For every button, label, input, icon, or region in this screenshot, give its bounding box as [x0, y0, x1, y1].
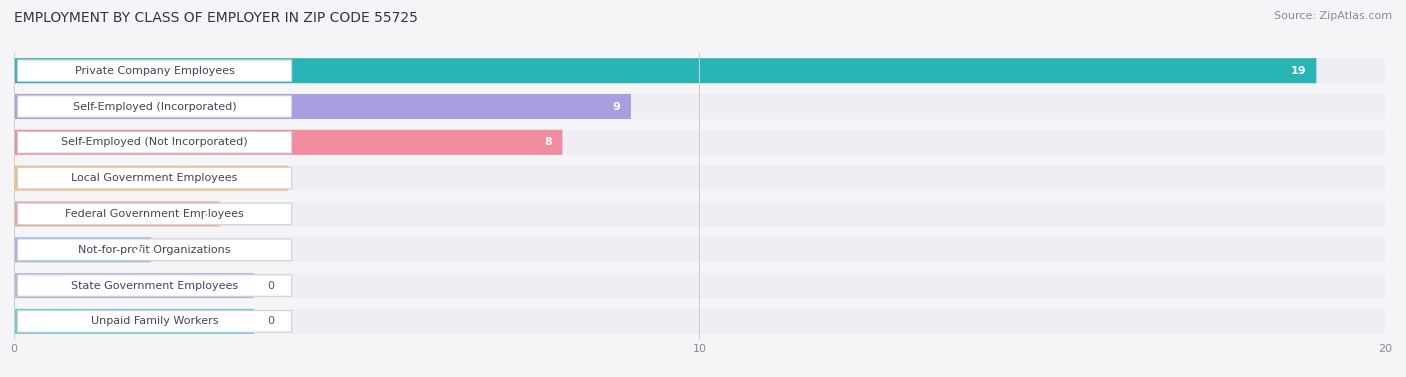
FancyBboxPatch shape: [14, 130, 562, 155]
FancyBboxPatch shape: [17, 167, 291, 189]
FancyBboxPatch shape: [17, 311, 291, 332]
FancyBboxPatch shape: [14, 58, 1385, 83]
Text: Local Government Employees: Local Government Employees: [72, 173, 238, 183]
Text: 19: 19: [1291, 66, 1306, 76]
FancyBboxPatch shape: [14, 237, 152, 262]
Text: 0: 0: [267, 280, 274, 291]
FancyBboxPatch shape: [14, 201, 1385, 227]
Text: Federal Government Employees: Federal Government Employees: [65, 209, 245, 219]
Text: 8: 8: [544, 137, 553, 147]
FancyBboxPatch shape: [17, 239, 291, 261]
Text: Source: ZipAtlas.com: Source: ZipAtlas.com: [1274, 11, 1392, 21]
FancyBboxPatch shape: [14, 94, 631, 119]
Text: State Government Employees: State Government Employees: [72, 280, 238, 291]
FancyBboxPatch shape: [14, 273, 1385, 298]
FancyBboxPatch shape: [17, 60, 291, 81]
FancyBboxPatch shape: [14, 58, 1316, 83]
Text: Unpaid Family Workers: Unpaid Family Workers: [91, 316, 218, 326]
Text: EMPLOYMENT BY CLASS OF EMPLOYER IN ZIP CODE 55725: EMPLOYMENT BY CLASS OF EMPLOYER IN ZIP C…: [14, 11, 418, 25]
FancyBboxPatch shape: [17, 275, 291, 296]
FancyBboxPatch shape: [14, 94, 1385, 119]
Text: Self-Employed (Incorporated): Self-Employed (Incorporated): [73, 101, 236, 112]
FancyBboxPatch shape: [17, 203, 291, 225]
Text: Self-Employed (Not Incorporated): Self-Employed (Not Incorporated): [62, 137, 247, 147]
FancyBboxPatch shape: [14, 201, 219, 227]
Text: 0: 0: [267, 316, 274, 326]
Text: 3: 3: [202, 209, 209, 219]
FancyBboxPatch shape: [14, 309, 1385, 334]
FancyBboxPatch shape: [14, 166, 1385, 191]
FancyBboxPatch shape: [17, 96, 291, 117]
Text: 4: 4: [270, 173, 278, 183]
Text: 2: 2: [134, 245, 141, 255]
Text: Not-for-profit Organizations: Not-for-profit Organizations: [79, 245, 231, 255]
FancyBboxPatch shape: [14, 166, 288, 191]
FancyBboxPatch shape: [14, 130, 1385, 155]
FancyBboxPatch shape: [14, 309, 254, 334]
FancyBboxPatch shape: [17, 132, 291, 153]
FancyBboxPatch shape: [14, 273, 254, 298]
Text: Private Company Employees: Private Company Employees: [75, 66, 235, 76]
FancyBboxPatch shape: [14, 237, 1385, 262]
Text: 9: 9: [613, 101, 620, 112]
